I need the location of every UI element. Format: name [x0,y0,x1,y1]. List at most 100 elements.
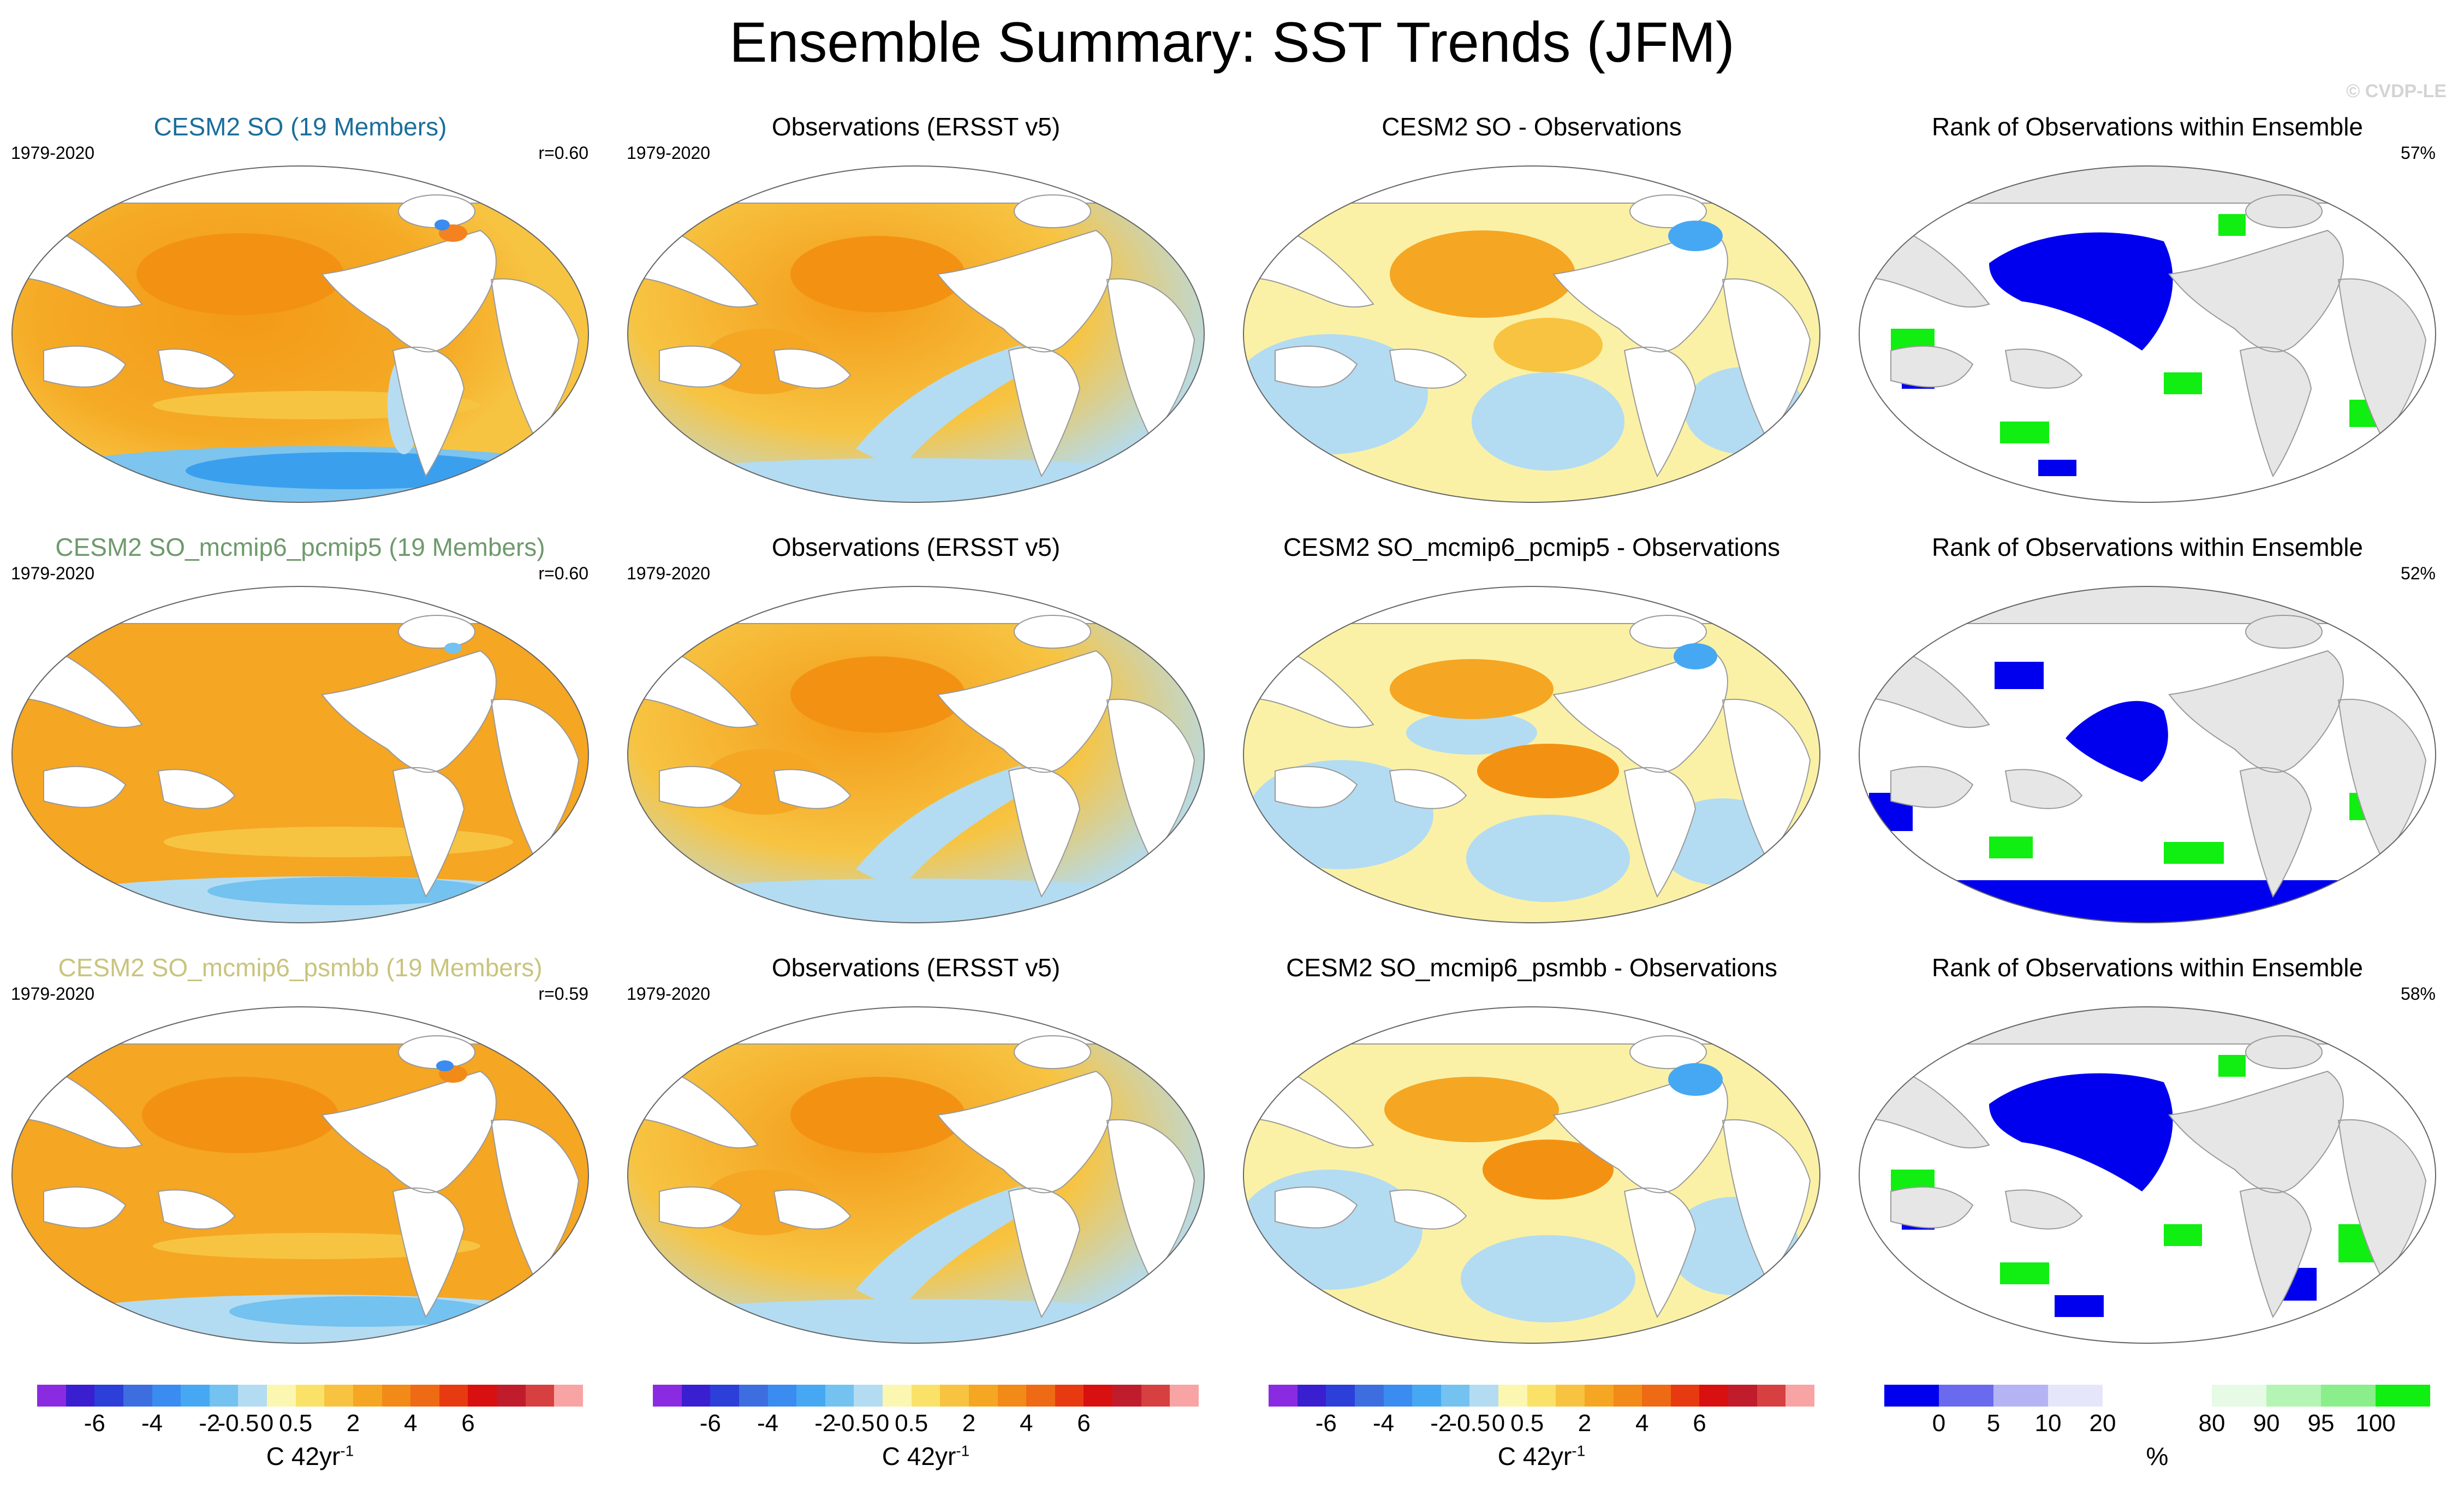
colorbar-swatch [1412,1385,1441,1407]
colorbar-tick-label: -4 [141,1410,163,1437]
colorbar-tick-label: 0 [260,1410,274,1437]
colorbar-swatch [2266,1385,2321,1407]
panel-difference-row1: CESM2 SO - Observations [1231,112,1832,522]
colorbar-swatch [1141,1385,1170,1407]
colorbar-unit: C 42yr-1 [653,1441,1199,1471]
panel-ensemble-row2: CESM2 SO_mcmip6_pcmip5 (19 Members) 1979… [0,533,600,942]
rank-high [2000,422,2049,443]
trend-colorbar-1: -6 -4 -2 -0.5 0 0.5 2 4 6 C 42yr-1 [37,1385,583,1478]
unit-exponent: -1 [1572,1442,1586,1460]
colorbar-tick-label: 0.5 [279,1410,313,1437]
map-border [1859,165,2436,503]
colorbar-tick-label: -4 [1372,1410,1395,1437]
panel-title: CESM2 SO_mcmip6_pcmip5 - Observations [1283,533,1781,561]
colorbar-swatch [37,1385,66,1407]
colorbar-swatch [525,1385,555,1407]
southern-ocean-band [628,1299,1204,1343]
colorbar-tick-label: 6 [461,1410,475,1437]
colorbar-swatch [2048,1385,2103,1407]
cool-anomaly [207,877,491,905]
map-border [627,165,1205,503]
colorbar-swatch [1112,1385,1141,1407]
colorbar-tick-label: 0 [1491,1410,1505,1437]
land [1243,586,1820,898]
panel-years: 1979-2020 [627,143,711,163]
warm-patch [1477,744,1619,798]
local-hotspot [654,1012,709,1032]
colorbar-swatch [1170,1385,1199,1407]
sst-trend-map [11,1006,590,1344]
cool-tongue [856,766,1041,891]
pattern-correlation: r=0.59 [538,984,588,1004]
colorbar-swatch [1527,1385,1556,1407]
trend-colorbar-3: -6 -4 -2 -0.5 0 0.5 2 4 6 C 42yr-1 [1269,1385,1814,1478]
panel-years: 1979-2020 [11,984,95,1004]
local-coldspot [1674,643,1717,669]
colorbar-swatch [1785,1385,1814,1407]
unit-text: C 42yr [266,1442,341,1470]
colorbar-swatch [2376,1385,2430,1407]
land-ice [1014,194,1091,228]
land-ice [1629,194,1707,228]
colorbar-swatch [2321,1385,2376,1407]
sst-difference-map [1242,1006,1821,1344]
colorbar-tick-label: -6 [699,1410,721,1437]
rank-low [2038,460,2076,476]
land [628,1007,1204,1319]
colorbar-swatch [825,1385,854,1407]
sst-difference-map [1242,165,1821,503]
colorbar-tick-label: -0.5 [833,1410,875,1437]
land [12,166,588,478]
unit-text: C 42yr [1497,1442,1572,1470]
rank-map [1858,585,2437,924]
sst-trend-map [627,1006,1205,1344]
colorbar-swatch [796,1385,825,1407]
colorbar-swatch [181,1385,210,1407]
colorbar-swatch [382,1385,411,1407]
rank-map [1858,1006,2437,1344]
colorbar-swatch [152,1385,181,1407]
colorbar-tick-label: -0.5 [1449,1410,1491,1437]
colorbar-swatch [2103,1385,2157,1407]
rank-percent: 58% [2400,984,2436,1004]
pattern-correlation: r=0.60 [538,143,588,163]
colorbar-swatch [238,1385,267,1407]
colorbar-tick-label: 20 [2089,1410,2116,1437]
colorbar-tick-label: -6 [1315,1410,1337,1437]
panel-title: CESM2 SO_mcmip6_psmbb - Observations [1286,953,1777,982]
sst-trend-map [627,165,1205,503]
colorbar-tick-label: 0 [1932,1410,1946,1437]
warm-core [790,236,965,312]
panel-rank-row1: Rank of Observations within Ensemble 57% [1847,112,2448,522]
colorbar-swatch [710,1385,739,1407]
colorbar-tick-label: 6 [1693,1410,1706,1437]
rank-percent: 52% [2400,563,2436,583]
colorbar-tick-label: -6 [84,1410,105,1437]
map-border [1243,165,1820,503]
colorbar [37,1385,583,1407]
colorbar-swatch [554,1385,583,1407]
local-coldspot [444,643,462,654]
panel-observations-row2: Observations (ERSST v5) 1979-2020 [616,533,1216,942]
local-coldspot [435,220,450,230]
warm-patch [1483,1140,1614,1200]
colorbar-swatch [883,1385,912,1407]
colorbar-tick-label: -4 [757,1410,779,1437]
land-ice [398,615,475,649]
colorbar [653,1385,1199,1407]
panel-ensemble-row1: CESM2 SO (19 Members) 1979-2020 r=0.60 [0,112,600,522]
colorbar-swatch [911,1385,941,1407]
colorbar-tick-label: 2 [962,1410,976,1437]
panel-title: CESM2 SO (19 Members) [153,112,447,141]
cool-anomaly [229,1296,491,1327]
colorbar-tick-label: 0 [876,1410,890,1437]
colorbar-tick-label: 4 [403,1410,418,1437]
tropical-band [164,827,513,857]
colorbar-swatch [1326,1385,1355,1407]
colorbar-swatch [1642,1385,1671,1407]
colorbar-swatch [1939,1385,1993,1407]
land [1859,586,2436,898]
colorbar-swatch [681,1385,711,1407]
colorbar-swatch [739,1385,768,1407]
rank-percent: 57% [2400,143,2436,163]
